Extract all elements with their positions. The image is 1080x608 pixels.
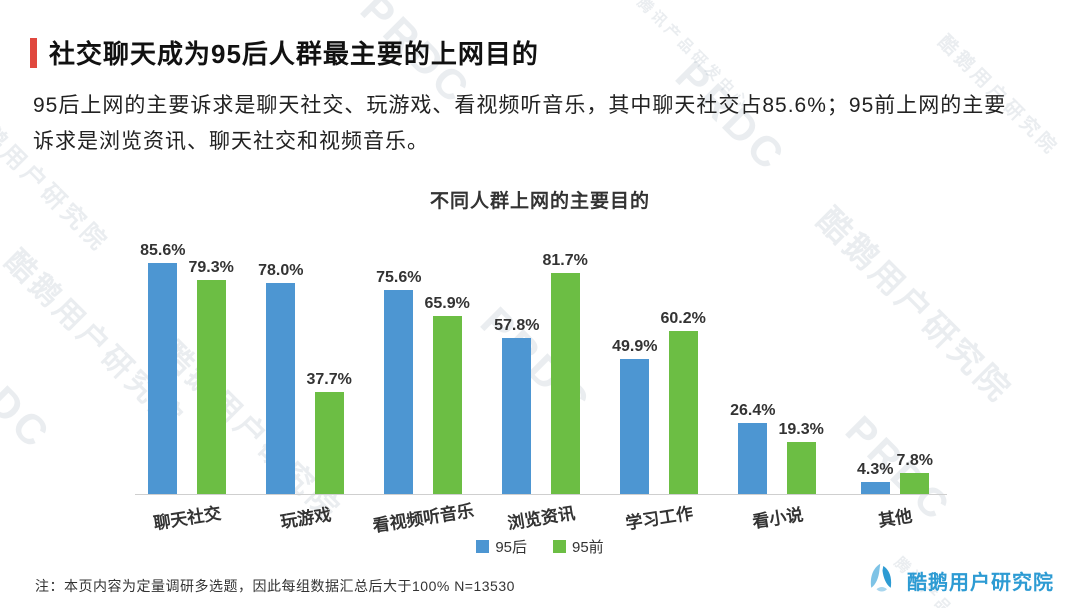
bar-pair: 26.4% 19.3% — [730, 222, 824, 494]
bar-value-label: 65.9% — [424, 295, 470, 313]
bar-column: 85.6% — [140, 241, 186, 494]
category-label: 其他 — [877, 506, 914, 531]
chart-title: 不同人群上网的主要目的 — [429, 191, 650, 212]
bar-95后 — [384, 289, 414, 494]
legend-item-95hou: 95后 — [476, 536, 527, 557]
legend-swatch-green — [553, 540, 566, 553]
bar-value-label: 7.8% — [896, 451, 933, 469]
bar-group: 49.9% 60.2% 学习工作 — [607, 222, 711, 533]
category-label: 聊天社交 — [152, 503, 223, 534]
bar-95前 — [550, 273, 580, 494]
bar-column: 57.8% — [494, 316, 540, 494]
bar-group: 4.3% 7.8% 其他 — [843, 222, 947, 531]
title-accent-bar — [30, 37, 37, 68]
legend-item-95qian: 95前 — [553, 536, 604, 557]
bar-95前 — [314, 392, 344, 494]
bar-95前 — [900, 472, 930, 494]
bar-95后 — [738, 422, 768, 494]
bar-95前 — [432, 316, 462, 494]
bar-95后 — [620, 359, 650, 494]
bar-group: 75.6% 65.9% 看视频听音乐 — [371, 222, 475, 536]
bar-95前 — [196, 279, 226, 494]
category-label: 学习工作 — [624, 503, 695, 534]
bar-value-label: 57.8% — [494, 316, 540, 334]
bar-pair: 49.9% 60.2% — [612, 222, 706, 494]
category-label: 玩游戏 — [278, 505, 332, 532]
bar-value-label: 26.4% — [730, 401, 776, 419]
bar-value-label: 78.0% — [258, 262, 304, 280]
bar-pair: 75.6% 65.9% — [376, 222, 470, 494]
footnote: 注：本页内容为定量调研多选题，因此每组数据汇总后大于100% N=13530 — [35, 578, 515, 594]
bar-pair: 57.8% 81.7% — [494, 222, 588, 494]
bar-95前 — [786, 441, 816, 494]
bar-column: 26.4% — [730, 401, 776, 494]
bar-group: 78.0% 37.7% 玩游戏 — [253, 222, 357, 531]
bar-95后 — [266, 283, 296, 494]
header: 社交聊天成为95后人群最主要的上网目的 — [30, 34, 539, 71]
bar-column: 75.6% — [376, 268, 422, 494]
bar-column: 37.7% — [307, 371, 352, 494]
bar-chart: 85.6% 79.3% 聊天社交 78.0% 37.7% 玩游戏 75.6% 65.9% 看视频… — [135, 222, 947, 536]
bar-pair: 85.6% 79.3% — [140, 222, 234, 494]
bar-pair: 4.3% 7.8% — [857, 222, 933, 494]
bar-column: 60.2% — [661, 310, 706, 494]
bar-pair: 78.0% 37.7% — [258, 222, 352, 494]
bar-column: 49.9% — [612, 338, 658, 494]
bar-value-label: 75.6% — [376, 268, 422, 286]
bar-column: 79.3% — [189, 259, 234, 494]
bar-value-label: 49.9% — [612, 338, 658, 356]
goose-logo-icon — [863, 560, 899, 601]
legend-label-95qian: 95前 — [572, 539, 604, 556]
bar-value-label: 37.7% — [306, 371, 352, 389]
legend-swatch-blue — [476, 540, 490, 553]
bar-value-label: 4.3% — [857, 461, 894, 479]
bar-value-label: 79.3% — [188, 258, 234, 276]
category-label: 看视频听音乐 — [371, 501, 476, 536]
bar-group: 57.8% 81.7% 浏览资讯 — [489, 222, 593, 533]
bar-95后 — [502, 337, 532, 494]
bar-value-label: 60.2% — [660, 310, 706, 328]
page-title: 社交聊天成为95后人群最主要的上网目的 — [49, 39, 539, 69]
bar-group: 26.4% 19.3% 看小说 — [725, 222, 829, 532]
category-label: 浏览资讯 — [506, 503, 577, 534]
bar-column: 4.3% — [857, 461, 894, 494]
bar-group: 85.6% 79.3% 聊天社交 — [135, 222, 239, 533]
bar-column: 19.3% — [779, 421, 824, 494]
x-axis-line — [135, 494, 947, 495]
bar-value-label: 85.6% — [140, 241, 186, 259]
bar-column: 65.9% — [425, 295, 470, 494]
bar-95后 — [148, 262, 178, 494]
chart-legend: 95后 95前 — [0, 536, 1080, 557]
bar-column: 78.0% — [258, 262, 304, 494]
bar-95后 — [860, 482, 890, 494]
brand-footer: 酷鹅用户研究院 — [863, 560, 1054, 601]
summary-paragraph: 95后上网的主要诉求是聊天社交、玩游戏、看视频听音乐，其中聊天社交占85.6%；… — [33, 94, 1007, 154]
brand-name: 酷鹅用户研究院 — [907, 572, 1054, 594]
category-label: 看小说 — [750, 505, 804, 532]
bar-value-label: 19.3% — [778, 420, 824, 438]
bar-95前 — [668, 331, 698, 494]
bar-column: 7.8% — [897, 452, 933, 494]
bar-value-label: 81.7% — [542, 252, 588, 270]
bar-column: 81.7% — [543, 252, 588, 494]
legend-label-95hou: 95后 — [495, 539, 527, 556]
